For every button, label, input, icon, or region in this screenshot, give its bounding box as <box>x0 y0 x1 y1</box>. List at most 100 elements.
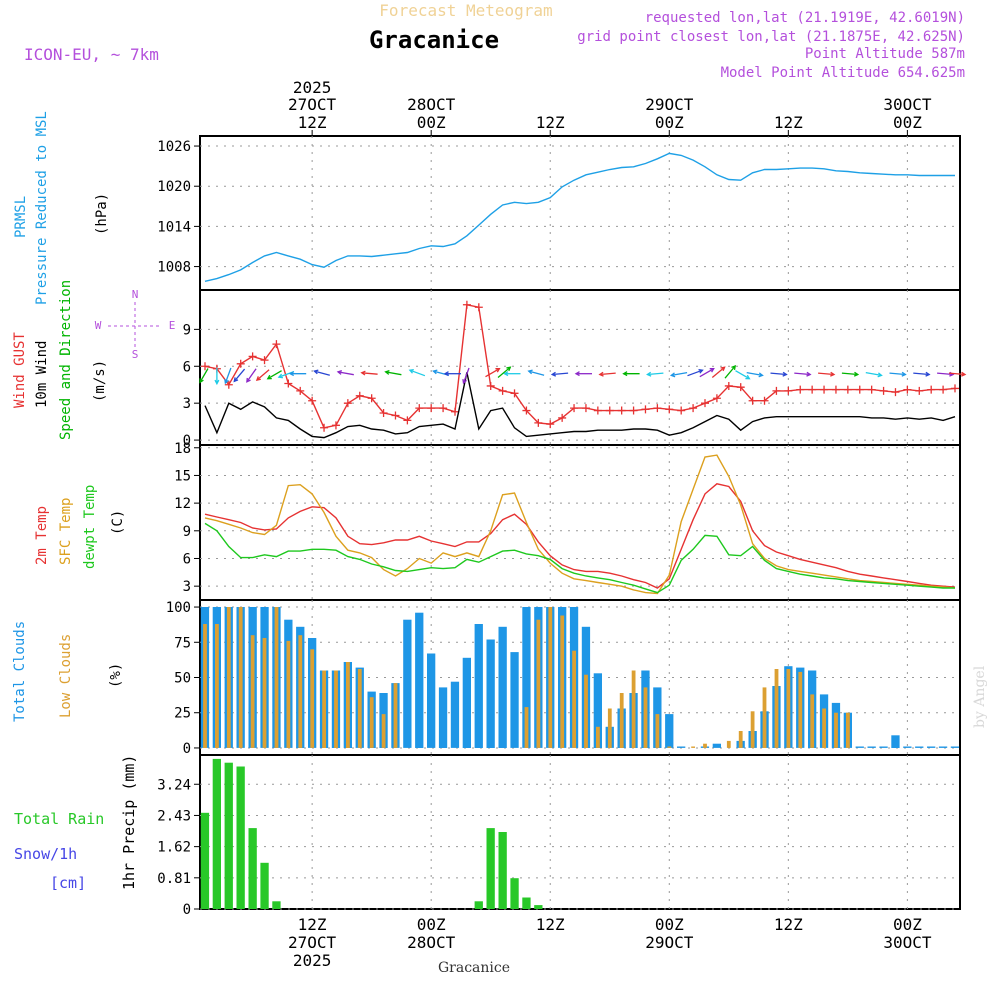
wind-direction-arrowhead <box>782 371 788 377</box>
clouds-bar-total-clouds <box>950 746 960 748</box>
temp-unit: (C) <box>110 510 126 535</box>
clouds-bar-low-clouds <box>298 635 303 748</box>
clouds-bar-total-clouds <box>427 653 436 748</box>
gust-marker <box>522 406 531 415</box>
precip-bar-total-rain <box>236 766 245 909</box>
clouds-bar-total-clouds <box>462 657 471 748</box>
wind-direction-arrowhead <box>806 371 812 377</box>
top-axis-label: 30OCT <box>883 95 932 114</box>
gust-marker <box>415 404 424 413</box>
compass-w: W <box>95 319 102 332</box>
wind-direction-arrowhead <box>462 379 467 385</box>
gust-marker <box>951 384 959 393</box>
pressure-ytick-label: 1008 <box>157 260 191 276</box>
wind-direction-arrow <box>199 368 209 383</box>
clouds-bar-low-clouds <box>691 746 695 748</box>
wind-direction-arrow <box>361 372 378 375</box>
gust-marker <box>248 352 257 361</box>
wind-direction-arrow <box>337 371 354 376</box>
temperature-ytick-label: 18 <box>174 441 191 457</box>
wind-direction-arrowhead <box>745 374 751 380</box>
gust-marker <box>439 404 448 413</box>
clouds-bar-low-clouds <box>643 687 648 748</box>
wind-direction-arrow <box>671 371 688 377</box>
precip-label-cm: [cm] <box>50 874 86 892</box>
clouds-bar-total-clouds <box>498 626 507 748</box>
top-axis-label: 00Z <box>655 113 684 132</box>
precip-label-snow: Snow/1h <box>14 845 77 863</box>
temp-label-dewpt: dewpt Temp <box>82 485 98 569</box>
gust-marker <box>474 303 483 312</box>
wind-direction-arrow <box>233 368 246 382</box>
precip-bar-total-rain <box>498 832 507 909</box>
gust-marker <box>570 404 579 413</box>
header-title: Forecast Meteogram <box>379 1 552 20</box>
compass-s: S <box>132 348 139 361</box>
wind-direction-arrow <box>913 372 930 376</box>
wind-direction-arrowhead <box>199 378 204 384</box>
precip-bar-total-rain <box>534 905 543 909</box>
panels: 1008101410201026036936912151802550751000… <box>157 135 967 918</box>
gust-marker <box>451 407 459 416</box>
clouds-bar-low-clouds <box>584 674 588 748</box>
gust-marker <box>855 385 864 394</box>
clouds-label-total: Total Clouds <box>12 621 28 722</box>
precip-label-rain: Total Rain <box>14 810 104 828</box>
clouds-bar-low-clouds <box>346 662 350 748</box>
bottom-axis-label: 27OCT <box>288 933 337 952</box>
gust-marker <box>879 386 888 395</box>
clouds-bar-low-clouds <box>596 726 600 748</box>
wind-direction-arrowhead <box>731 364 737 371</box>
clouds-ytick-label: 100 <box>166 600 191 616</box>
precip-bar-total-rain <box>212 758 221 909</box>
wind-direction-arrow <box>462 367 470 384</box>
wind-direction-arrow <box>409 369 426 377</box>
gust-marker <box>236 359 245 368</box>
wind-direction-arrowhead <box>925 371 931 377</box>
clouds-bar-total-clouds <box>510 652 519 748</box>
clouds-bar-total-clouds <box>438 687 448 748</box>
clouds-bar-low-clouds <box>846 712 850 748</box>
gust-marker <box>701 399 709 408</box>
clouds-bar-total-clouds <box>855 746 864 748</box>
wind-direction-arrow <box>256 369 270 381</box>
clouds-panel: 0 25 50 75 100 <box>166 599 961 757</box>
wind-direction-arrowhead <box>574 371 580 377</box>
pressure-series-prmsl <box>204 152 955 282</box>
precip-panel: 0 0.81 1.62 2.43 3.24 <box>157 754 961 918</box>
header-model-altitude: Model Point Altitude 654.625m <box>721 65 965 81</box>
wind-ytick-label: 3 <box>183 396 191 412</box>
clouds-bar-low-clouds <box>536 619 541 748</box>
gust-marker <box>581 404 590 413</box>
pressure-ytick-label: 1014 <box>157 219 191 235</box>
wind-direction-arrowhead <box>266 374 272 380</box>
gust-marker <box>939 385 948 394</box>
compass-e: E <box>169 319 176 332</box>
wind-direction-arrowhead <box>495 368 501 373</box>
bottom-axis-label: 00Z <box>655 915 684 934</box>
gust-marker <box>891 388 900 397</box>
wind-series-10m-wind <box>204 372 956 439</box>
top-axis-label: 12Z <box>774 113 803 132</box>
clouds-ytick-label: 0 <box>183 741 191 757</box>
gust-marker <box>308 396 317 405</box>
gust-marker <box>820 385 829 394</box>
gust-marker <box>367 394 376 403</box>
precip-bar-total-rain <box>200 812 210 910</box>
clouds-bar-low-clouds <box>810 694 815 748</box>
bottom-axis-label: 12Z <box>536 915 565 934</box>
top-axis-label: 27OCT <box>288 95 337 114</box>
wind-ytick-label: 0 <box>183 433 191 449</box>
wind-ytick-label: 6 <box>183 359 191 375</box>
clouds-ylabel: Total Clouds Low Clouds (%) <box>12 621 124 722</box>
clouds-bar-low-clouds <box>262 638 267 748</box>
wind-direction-arrowhead <box>527 369 533 375</box>
gust-marker <box>796 385 805 394</box>
gust-marker <box>760 396 769 405</box>
gust-marker <box>201 362 209 371</box>
gust-marker <box>272 340 281 349</box>
gust-marker <box>629 406 638 415</box>
wind-direction-arrow <box>552 372 569 376</box>
clouds-bar-low-clouds <box>393 683 398 748</box>
